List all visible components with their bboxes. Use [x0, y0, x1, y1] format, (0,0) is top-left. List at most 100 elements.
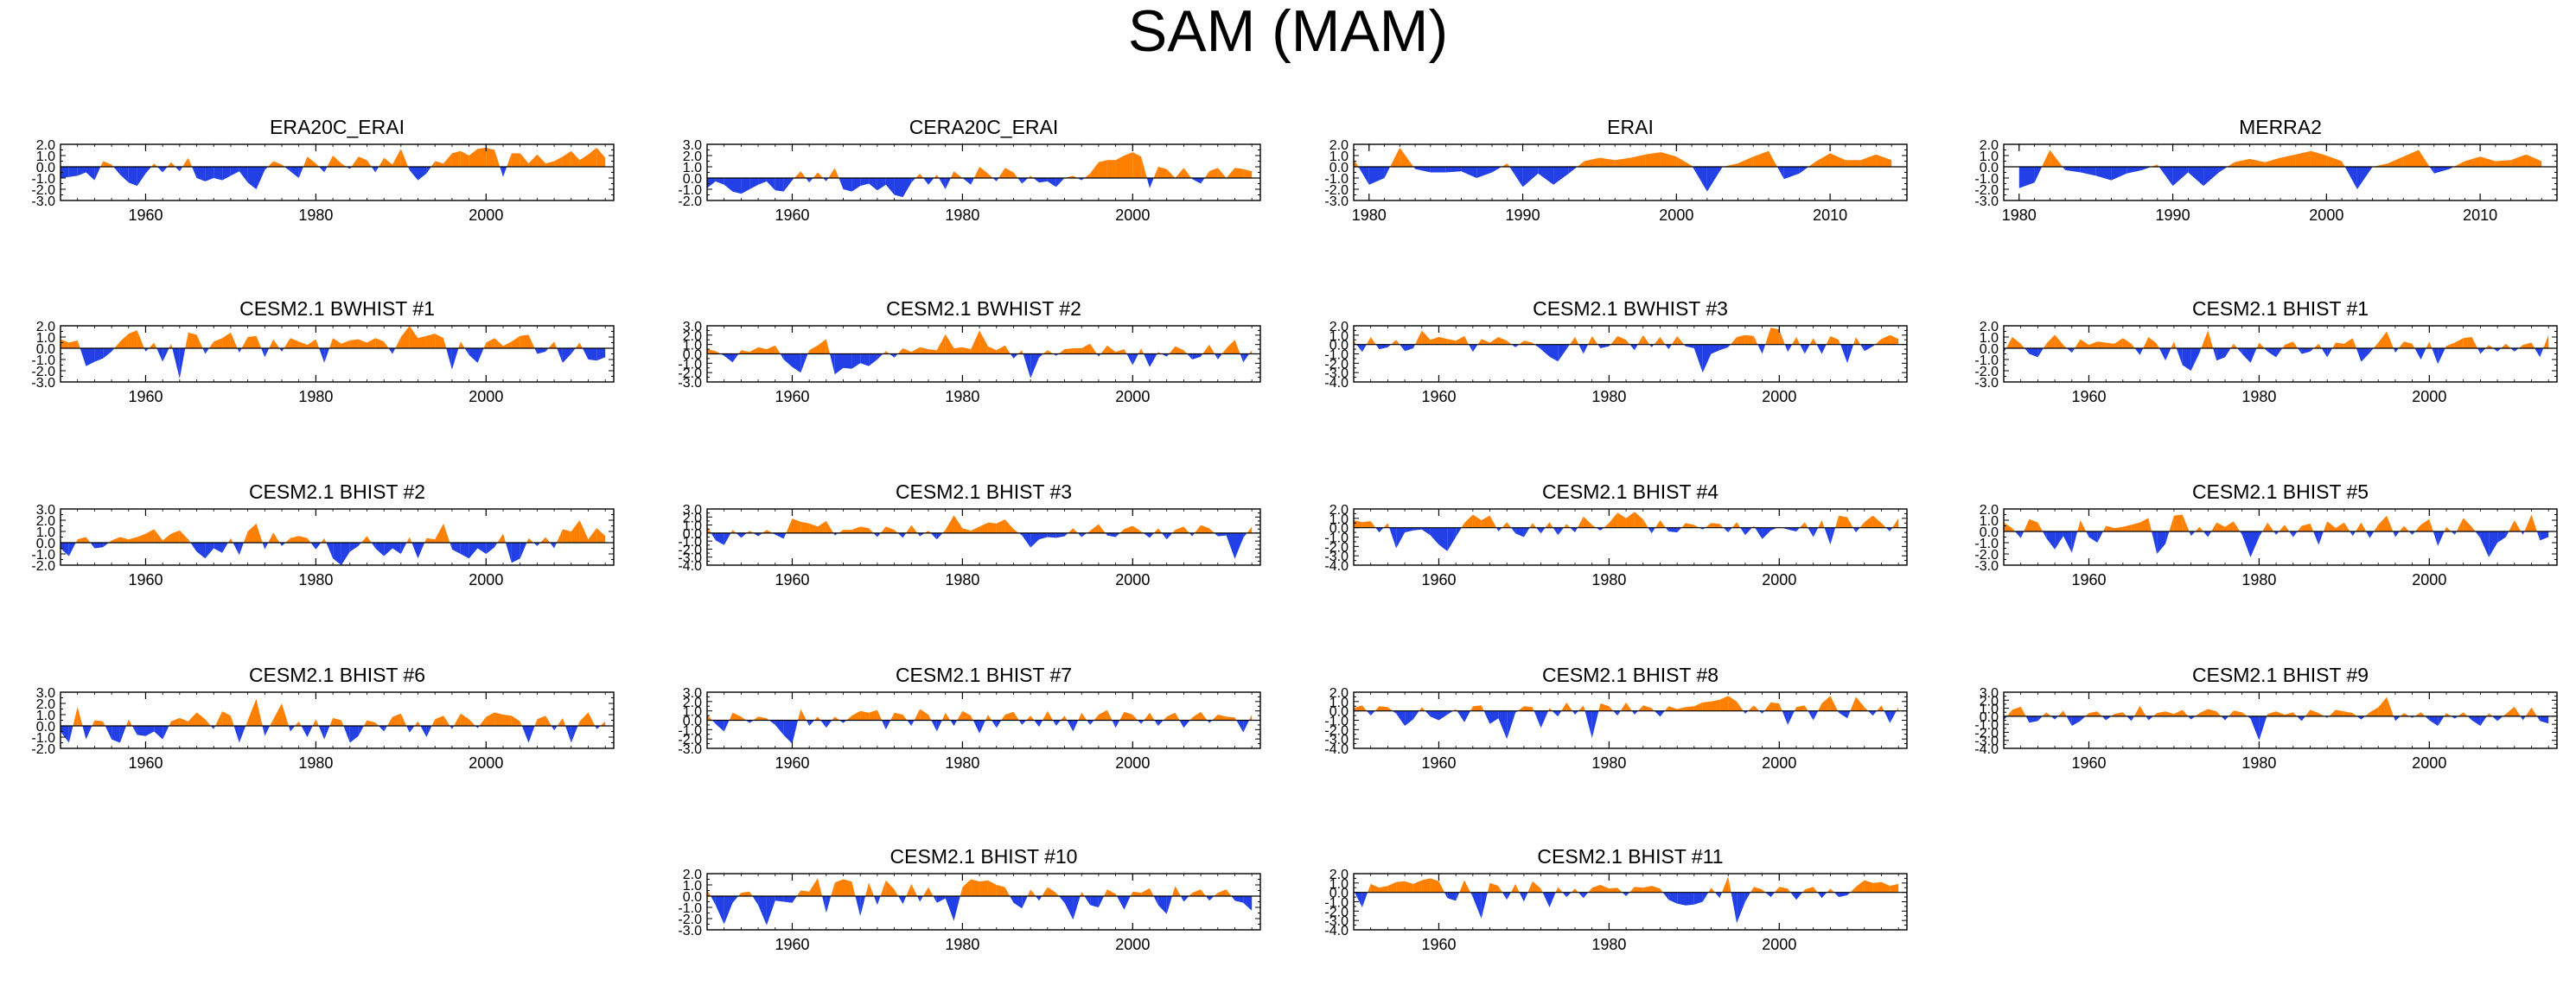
- negative-area-bhist-4-12: [1456, 527, 1462, 537]
- negative-area-bhist-3-0: [711, 532, 716, 541]
- negative-area-bhist-8-18: [1507, 710, 1516, 740]
- positive-area-bhist-4-29: [1604, 523, 1610, 528]
- panel-bhist-7: CESM2.1 BHIST #73.02.01.00.0-1.0-2.0-3.0…: [678, 664, 1261, 772]
- x-tick-label: 2000: [2412, 388, 2446, 405]
- positive-area-bwhist-1-44: [435, 334, 444, 348]
- panel-bhist-9: CESM2.1 BHIST #93.02.01.00.0-1.0-2.0-3.0…: [1974, 664, 2558, 772]
- positive-area-era20c-erai-54: [520, 153, 529, 167]
- negative-area-bhist-2-47: [460, 543, 469, 559]
- positive-area-bwhist-1-17: [208, 341, 214, 348]
- positive-area-bhist-9-10: [2088, 711, 2098, 716]
- positive-area-bhist-9-61: [2525, 707, 2532, 716]
- negative-area-bhist-3-24: [917, 532, 921, 537]
- positive-area-bhist-6-20: [230, 716, 234, 726]
- negative-area-bhist-5-17: [2152, 531, 2158, 554]
- negative-area-bhist-10-22: [898, 896, 903, 905]
- positive-area-bwhist-1-26: [284, 338, 290, 348]
- positive-area-bhist-6-53: [511, 716, 520, 726]
- positive-area-bhist-9-47: [2403, 713, 2410, 716]
- negative-area-merra2-3: [2065, 167, 2081, 173]
- negative-area-bhist-1-25: [2216, 348, 2225, 361]
- y-tick-label: 0.0: [1329, 705, 1349, 720]
- positive-area-bhist-3-17: [851, 526, 861, 533]
- negative-area-bhist-1-18: [2158, 348, 2166, 361]
- positive-area-cera20c-erai-15: [834, 168, 839, 178]
- negative-area-bwhist-1-39: [392, 348, 396, 354]
- negative-area-bhist-3-39: [1039, 532, 1048, 540]
- negative-area-era20c-erai-11: [157, 167, 163, 173]
- x-tick-label: 1980: [298, 207, 333, 224]
- positive-area-bhist-3-2: [730, 530, 733, 533]
- positive-area-bhist-1-26: [2230, 343, 2234, 348]
- positive-area-bwhist-2-30: [962, 347, 972, 354]
- negative-area-bhist-6-29: [307, 726, 313, 737]
- y-tick-label: -3.0: [1974, 735, 1999, 749]
- positive-area-bhist-2-35: [360, 536, 367, 543]
- positive-area-cera20c-erai-47: [1106, 160, 1116, 178]
- negative-area-bhist-4-62: [1885, 527, 1891, 531]
- negative-area-bwhist-2-59: [1215, 353, 1218, 359]
- x-tick-label: 1990: [1506, 207, 1540, 224]
- negative-area-bhist-4-46: [1744, 527, 1752, 536]
- negative-area-bhist-1-35: [2301, 348, 2311, 354]
- negative-area-bhist-6-28: [301, 726, 308, 737]
- negative-area-bhist-9-50: [2429, 716, 2439, 726]
- positive-area-bwhist-3-16: [1489, 337, 1499, 345]
- plot-frame: [60, 325, 615, 383]
- negative-area-bhist-4-18: [1511, 527, 1516, 534]
- panel-title: CESM2.1 BHIST #1: [2192, 297, 2369, 320]
- positive-area-bhist-3-48: [1119, 529, 1125, 533]
- negative-area-bhist-9-6: [2055, 716, 2058, 720]
- panel-bhist-6: CESM2.1 BHIST #63.02.01.00.0-1.0-2.01960…: [31, 664, 615, 772]
- positive-area-bwhist-3-1: [1366, 337, 1371, 345]
- positive-area-bwhist-1-18: [214, 338, 223, 348]
- positive-area-bhist-5-3: [2029, 518, 2038, 531]
- negative-area-bhist-4-28: [1596, 527, 1601, 531]
- positive-area-bhist-5-55: [2471, 526, 2476, 531]
- positive-area-bhist-10-18: [865, 882, 870, 896]
- negative-area-bhist-10-35: [1010, 896, 1014, 903]
- positive-area-bhist-9-24: [2208, 709, 2217, 716]
- negative-area-bhist-6-12: [163, 726, 169, 740]
- positive-area-bhist-9-20: [2173, 709, 2183, 716]
- negative-area-era20c-erai-37: [375, 167, 379, 173]
- x-tick-label: 2000: [2309, 207, 2343, 224]
- negative-area-bhist-8-62: [1884, 710, 1891, 723]
- negative-area-bhist-3-57: [1192, 532, 1195, 537]
- positive-area-bwhist-1-38: [384, 341, 389, 348]
- positive-area-bhist-6-43: [431, 719, 436, 726]
- y-tick-label: -4.0: [678, 559, 702, 574]
- positive-area-bhist-2-19: [227, 537, 231, 543]
- negative-area-bhist-2-21: [239, 543, 244, 556]
- positive-area-bhist-5-45: [2387, 515, 2394, 531]
- positive-area-bhist-7-2: [729, 712, 733, 721]
- x-tick-label: 1980: [945, 207, 979, 224]
- positive-area-bhist-8-8: [1421, 707, 1425, 711]
- x-tick-label: 2000: [1115, 207, 1150, 224]
- negative-area-bhist-3-53: [1162, 532, 1167, 540]
- positive-area-bhist-7-54: [1166, 712, 1176, 721]
- positive-area-era20c-erai-30: [316, 163, 320, 167]
- positive-area-bhist-3-27: [942, 530, 946, 533]
- positive-area-bhist-11-31: [1617, 887, 1623, 893]
- positive-area-bwhist-3-0: [1354, 340, 1357, 345]
- negative-area-bhist-1-45: [2393, 348, 2395, 353]
- positive-area-bhist-5-27: [2233, 521, 2241, 531]
- positive-area-era20c-erai-50: [486, 147, 495, 167]
- positive-area-bwhist-3-8: [1421, 330, 1431, 345]
- positive-area-bhist-11-21: [1532, 881, 1541, 893]
- negative-area-bhist-9-35: [2301, 716, 2305, 722]
- negative-area-bhist-5-36: [2313, 531, 2319, 545]
- positive-area-bhist-11-23: [1555, 887, 1559, 893]
- negative-area-bhist-11-45: [1737, 892, 1745, 924]
- positive-area-cera20c-erai-29: [953, 171, 963, 178]
- positive-area-era20c-erai-34: [351, 156, 359, 167]
- panel-title: CESM2.1 BHIST #6: [249, 664, 425, 686]
- positive-area-bwhist-1-45: [443, 338, 447, 348]
- negative-area-bhist-1-62: [2535, 348, 2541, 358]
- negative-area-era20c-erai-24: [265, 167, 268, 170]
- positive-area-bhist-9-23: [2199, 709, 2209, 716]
- positive-area-bhist-2-7: [119, 537, 129, 543]
- positive-area-bhist-5-9: [2080, 520, 2087, 531]
